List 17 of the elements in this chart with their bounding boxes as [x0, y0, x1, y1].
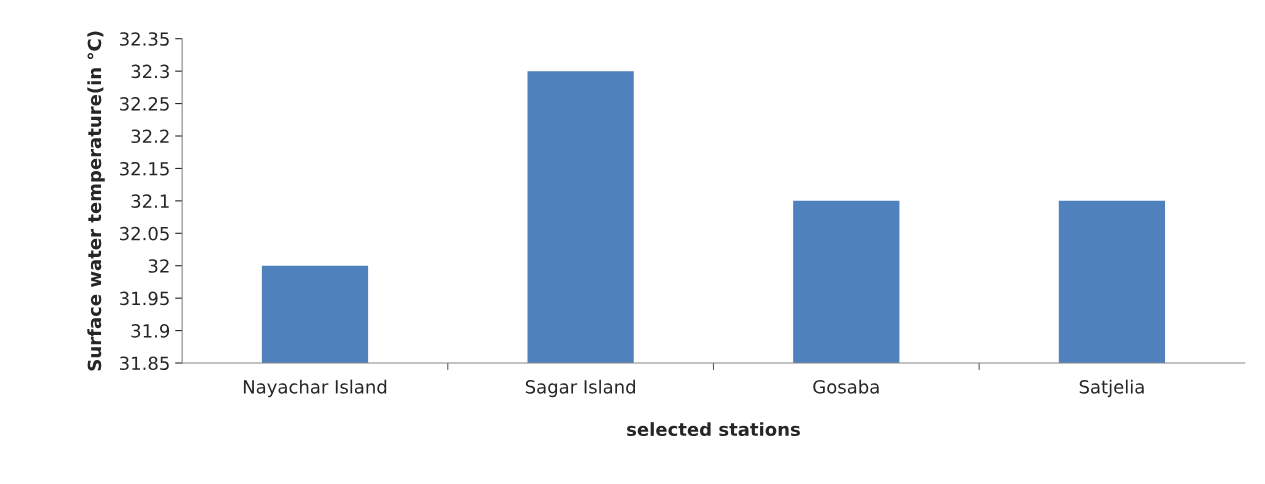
y-tick-label: 32.25: [120, 97, 169, 111]
x-tick-label: Satjelia: [1079, 379, 1144, 398]
y-tick-label: 32.35: [120, 32, 169, 46]
y-axis-title: Surface water temperature(in °C): [87, 31, 105, 371]
y-tick-label: 32.2: [131, 129, 169, 144]
y-tick-label: 32: [148, 259, 169, 273]
y-tick-label: 31.85: [120, 356, 169, 371]
y-tick-label: 32.05: [120, 226, 169, 241]
y-tick-label: 31.9: [131, 324, 170, 338]
x-axis-title: selected stations: [627, 422, 800, 437]
x-tick-label: Gosaba: [813, 379, 879, 394]
x-tick-label: Nayachar Island: [243, 379, 387, 398]
x-tick-label: Sagar Island: [525, 379, 635, 398]
y-tick-label: 32.3: [131, 64, 169, 79]
y-tick-label: 32.1: [131, 194, 169, 208]
y-tick-label: 32.15: [120, 161, 169, 176]
y-tick-label: 31.95: [120, 291, 169, 306]
